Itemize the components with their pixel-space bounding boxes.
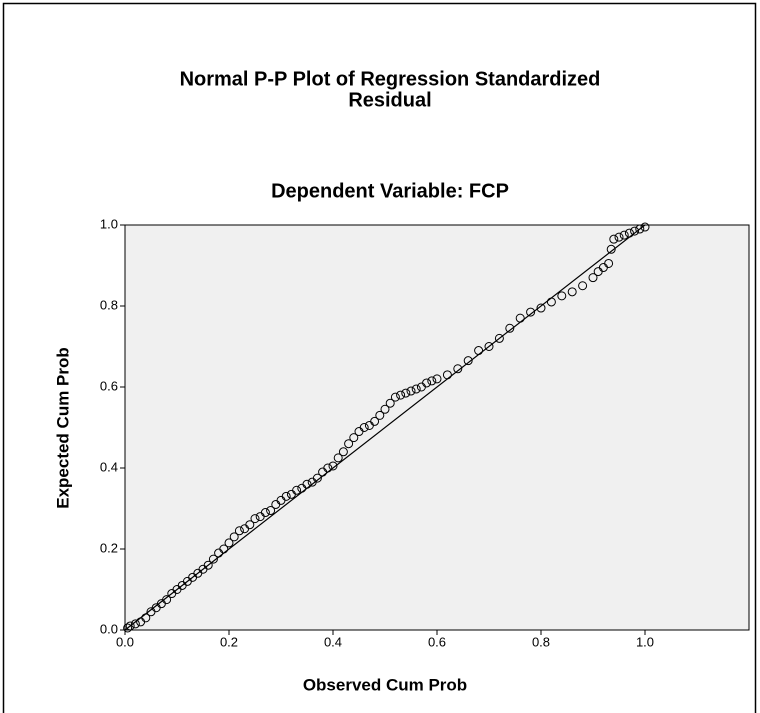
point (536, 303, 546, 313)
chart-title: Residual (348, 89, 431, 111)
point (588, 273, 598, 283)
point (442, 370, 452, 380)
point (474, 346, 484, 356)
point (578, 281, 588, 291)
point (546, 297, 556, 307)
point (624, 228, 634, 238)
point (630, 226, 640, 236)
point (619, 230, 629, 240)
y-tick-label: 1.0 (100, 216, 118, 231)
point (375, 410, 385, 420)
point (229, 532, 239, 542)
chart-title: Normal P-P Plot of Regression Standardiz… (180, 68, 601, 90)
point (338, 447, 348, 457)
point (463, 356, 473, 366)
point (614, 232, 624, 242)
point (125, 621, 135, 631)
point (344, 439, 354, 449)
y-tick-label: 0.6 (100, 378, 118, 393)
chart-subtitle: Dependent Variable: FCP (271, 180, 509, 202)
x-tick-label: 0.2 (220, 634, 238, 649)
point (567, 287, 577, 297)
point (406, 386, 416, 396)
point (130, 619, 140, 629)
point (557, 291, 567, 301)
x-axis-label: Observed Cum Prob (303, 675, 467, 694)
point (292, 485, 302, 495)
y-tick-label: 0.0 (100, 621, 118, 636)
y-tick-label: 0.4 (100, 459, 118, 474)
point (411, 384, 421, 394)
point (422, 378, 432, 388)
point (349, 433, 359, 443)
point (162, 595, 172, 605)
x-tick-label: 1.0 (636, 634, 654, 649)
x-tick-label: 0.6 (428, 634, 446, 649)
x-tick-label: 0.4 (324, 634, 342, 649)
point (333, 453, 343, 463)
point (427, 376, 437, 386)
point (141, 613, 151, 623)
x-tick-label: 0.0 (116, 634, 134, 649)
point (526, 307, 536, 317)
point (385, 398, 395, 408)
point (484, 342, 494, 351)
point (234, 526, 244, 536)
point (606, 244, 616, 254)
point (328, 461, 338, 471)
point (505, 323, 515, 333)
point (635, 224, 645, 234)
point (380, 404, 390, 414)
point (396, 390, 406, 400)
point (494, 333, 504, 343)
point (370, 416, 380, 426)
point (312, 473, 322, 483)
y-axis-label: Expected Cum Prob (53, 347, 72, 509)
point (323, 463, 333, 473)
point (604, 258, 614, 268)
point (390, 392, 400, 402)
point (640, 222, 650, 232)
point (224, 538, 234, 548)
point (453, 364, 463, 374)
point (359, 423, 369, 432)
point (260, 508, 270, 518)
point (203, 560, 213, 570)
point (245, 520, 255, 530)
point (515, 313, 525, 323)
point (609, 234, 619, 244)
y-tick-label: 0.8 (100, 297, 118, 312)
point (208, 554, 218, 564)
point (266, 506, 276, 516)
y-tick-label: 0.2 (100, 540, 118, 555)
x-tick-label: 0.8 (532, 634, 550, 649)
point (123, 623, 133, 633)
point (281, 491, 291, 501)
point (432, 374, 442, 384)
point (302, 479, 312, 489)
point (219, 544, 229, 554)
point (401, 388, 411, 398)
point (250, 514, 260, 524)
plot-area (124, 224, 750, 631)
